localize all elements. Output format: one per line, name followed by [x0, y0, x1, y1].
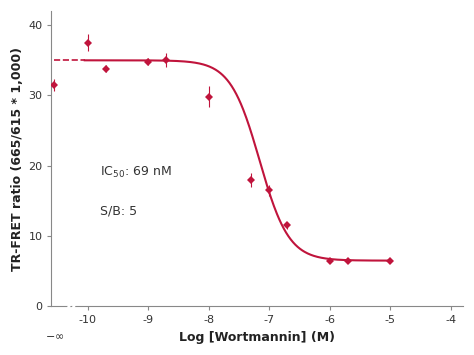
- Y-axis label: TR-FRET ratio (665/615 * 1,000): TR-FRET ratio (665/615 * 1,000): [11, 47, 24, 271]
- Text: IC$_{50}$: 69 nM: IC$_{50}$: 69 nM: [100, 165, 172, 180]
- Text: S/B: 5: S/B: 5: [100, 204, 137, 217]
- Text: $-\infty$: $-\infty$: [45, 331, 64, 341]
- X-axis label: Log [Wortmannin] (M): Log [Wortmannin] (M): [179, 331, 335, 344]
